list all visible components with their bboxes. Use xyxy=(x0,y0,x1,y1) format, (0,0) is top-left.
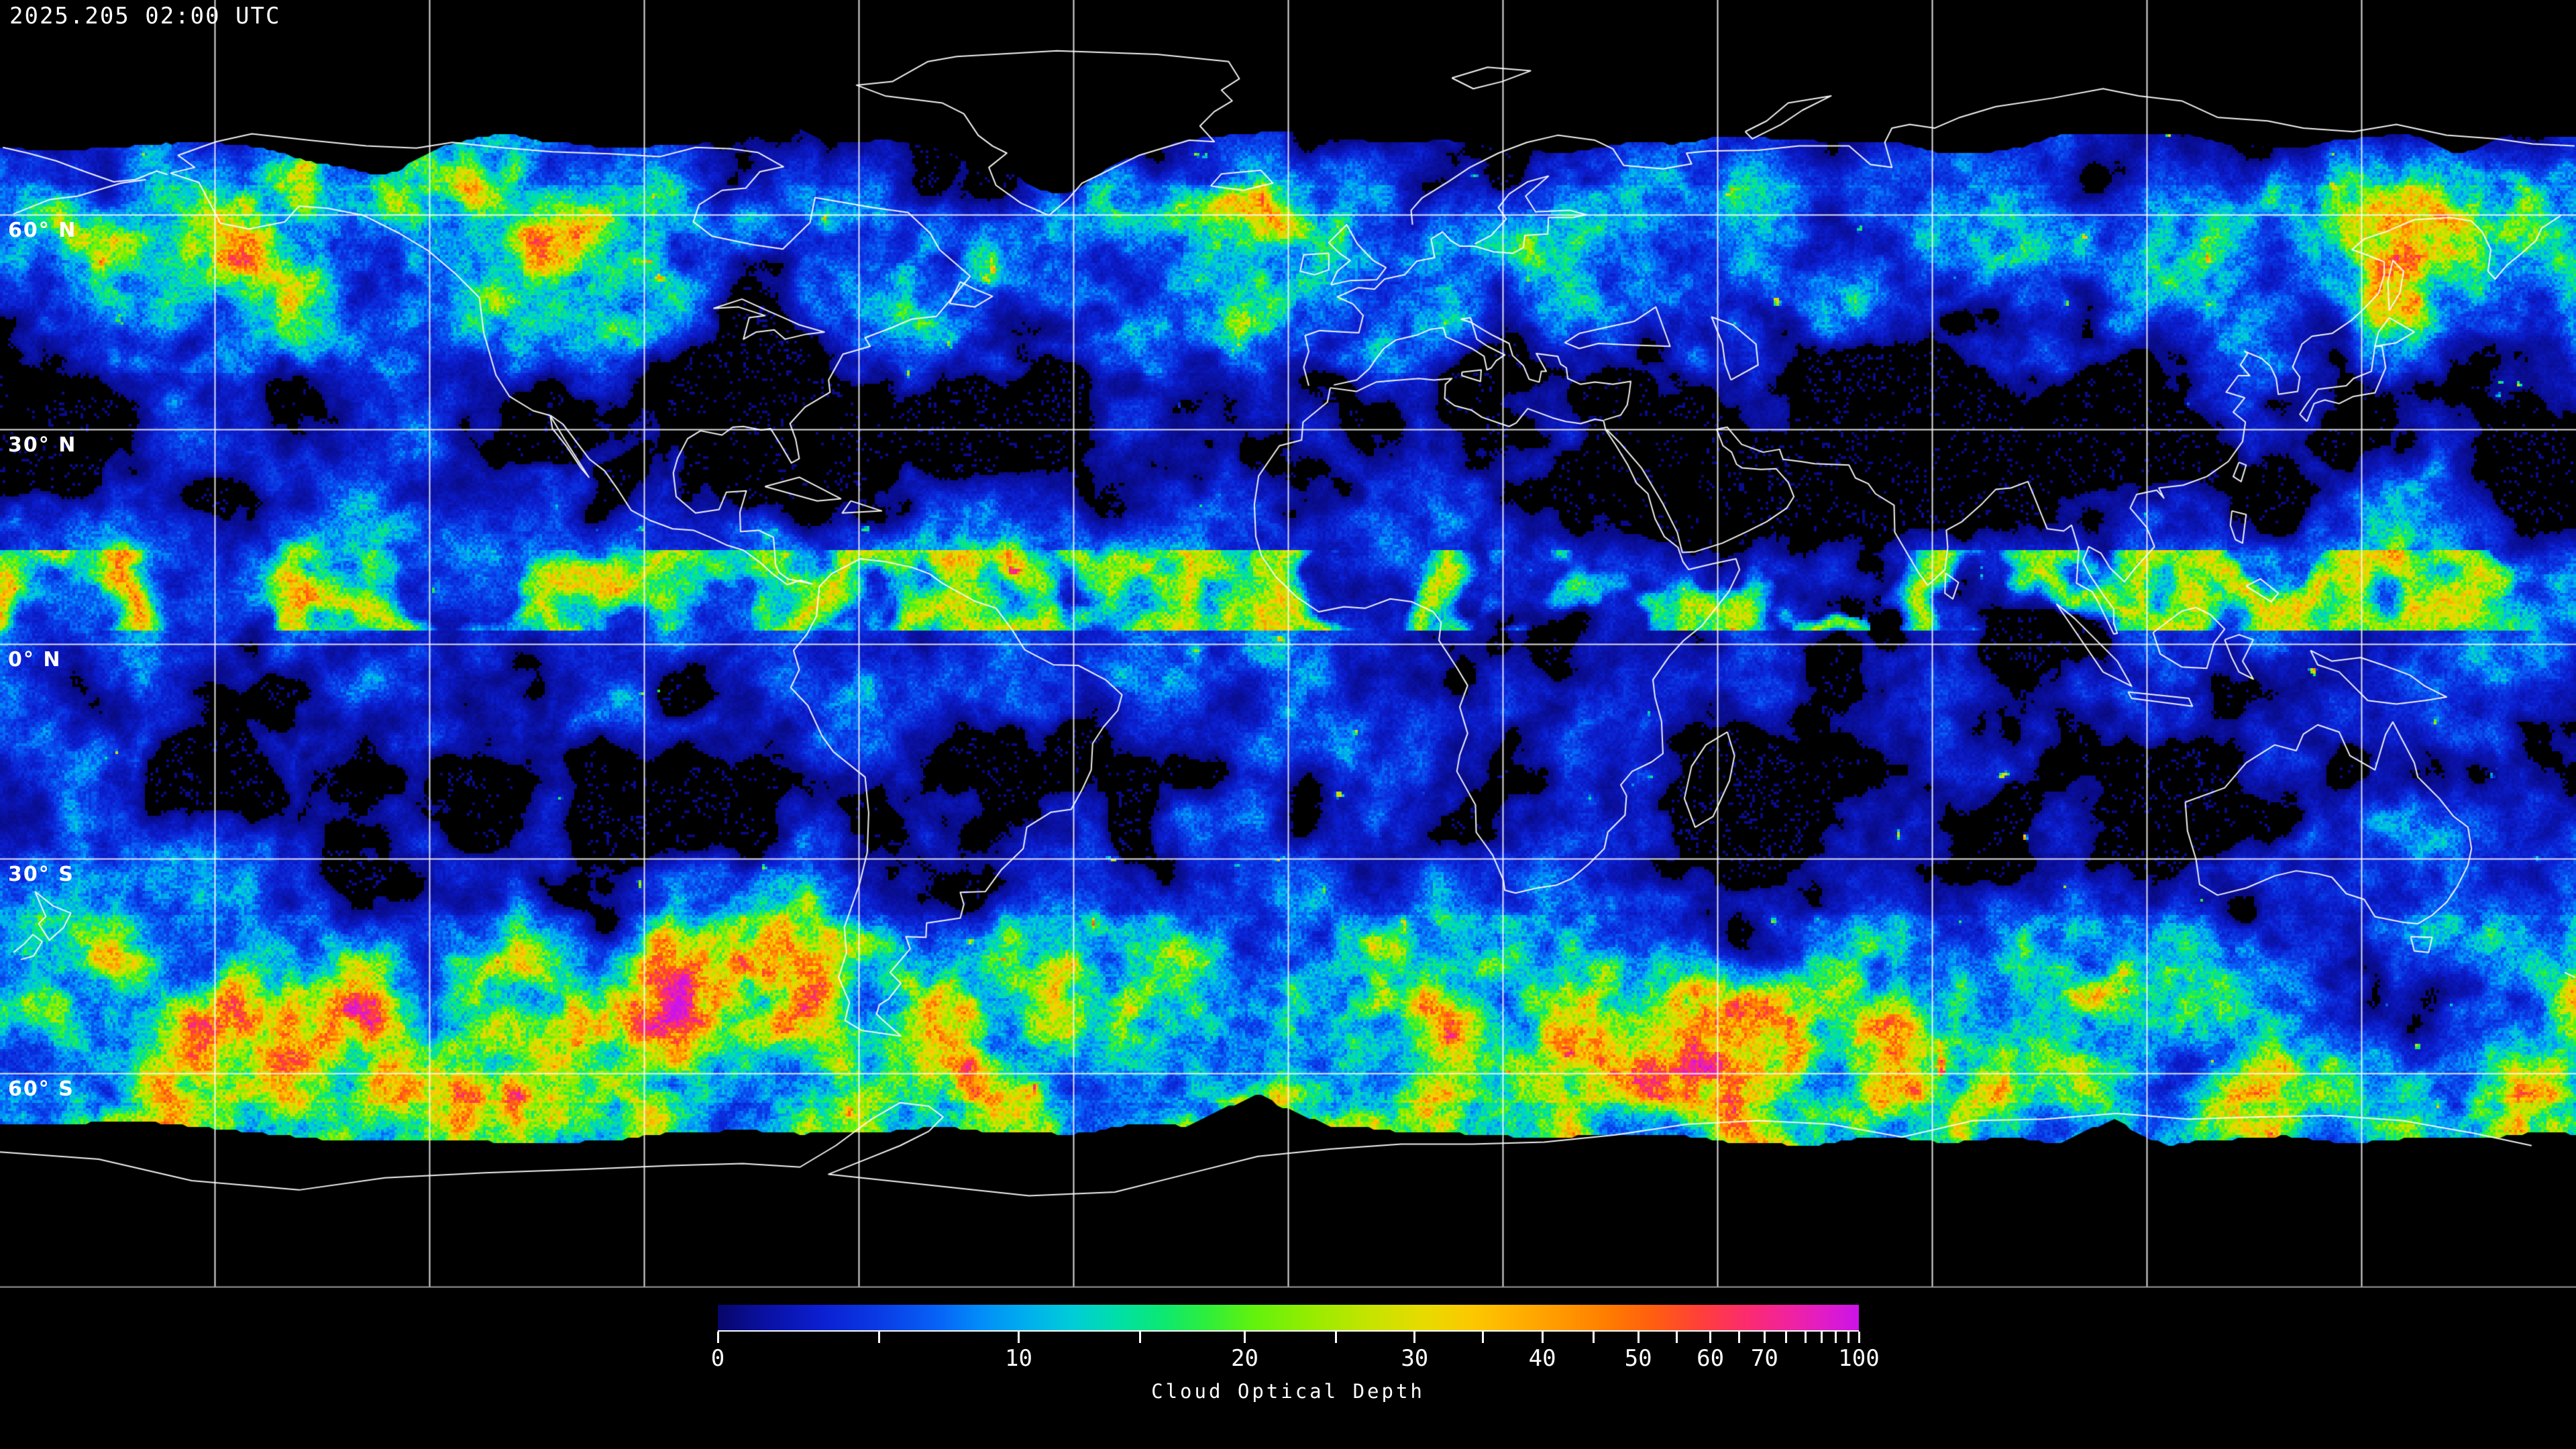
colorbar-tick-label-0: 0 xyxy=(710,1345,725,1372)
colorbar-tick-25 xyxy=(1334,1332,1337,1343)
colorbar-tick-80 xyxy=(1804,1332,1807,1343)
colorbar: 0 10 20 30 40 50 60 70 100 Cloud Optical Depth xyxy=(711,1305,1880,1439)
lat-label-30s: 30° S xyxy=(8,863,74,886)
colorbar-tick-label-50: 50 xyxy=(1624,1345,1652,1372)
lat-label-60n: 60° N xyxy=(8,219,77,242)
colorbar-tick-label-30: 30 xyxy=(1401,1345,1429,1372)
colorbar-tick-45 xyxy=(1593,1332,1595,1343)
colorbar-tick-65 xyxy=(1738,1332,1741,1343)
colorbar-tick-55 xyxy=(1676,1332,1678,1343)
colorbar-tick-label-10: 10 xyxy=(1005,1345,1032,1372)
colorbar-tick-40 xyxy=(1541,1332,1544,1343)
colorbar-tick-label-20: 20 xyxy=(1231,1345,1258,1372)
colorbar-axis-line xyxy=(718,1330,1859,1332)
colorbar-tick-60 xyxy=(1709,1332,1712,1343)
colorbar-tick-35 xyxy=(1482,1332,1485,1343)
colorbar-title: Cloud Optical Depth xyxy=(1151,1380,1425,1403)
colorbar-tick-75 xyxy=(1785,1332,1788,1343)
colorbar-tick-0 xyxy=(716,1332,719,1343)
colorbar-tick-30 xyxy=(1413,1332,1416,1343)
colorbar-tick-70 xyxy=(1763,1332,1766,1343)
timestamp: 2025.205 02:00 UTC xyxy=(9,3,281,30)
colorbar-tick-50 xyxy=(1637,1332,1640,1343)
colorbar-gradient xyxy=(718,1305,1859,1330)
colorbar-tick-100 xyxy=(1858,1332,1860,1343)
colorbar-tick-10 xyxy=(1017,1332,1020,1343)
colorbar-tick-95 xyxy=(1847,1332,1849,1343)
cloud-optical-depth-map xyxy=(0,0,2576,1288)
lat-label-30n: 30° N xyxy=(8,433,77,457)
colorbar-tick-90 xyxy=(1835,1332,1837,1343)
colorbar-tick-label-40: 40 xyxy=(1528,1345,1556,1372)
colorbar-tick-20 xyxy=(1244,1332,1246,1343)
colorbar-tick-label-100: 100 xyxy=(1838,1345,1880,1372)
colorbar-tick-label-70: 70 xyxy=(1750,1345,1778,1372)
colorbar-tick-15 xyxy=(1138,1332,1141,1343)
lat-label-60s: 60° S xyxy=(8,1077,74,1101)
colorbar-tick-85 xyxy=(1821,1332,1823,1343)
lat-label-0n: 0° N xyxy=(8,648,62,672)
colorbar-tick-5 xyxy=(877,1332,880,1343)
colorbar-tick-label-60: 60 xyxy=(1697,1345,1725,1372)
